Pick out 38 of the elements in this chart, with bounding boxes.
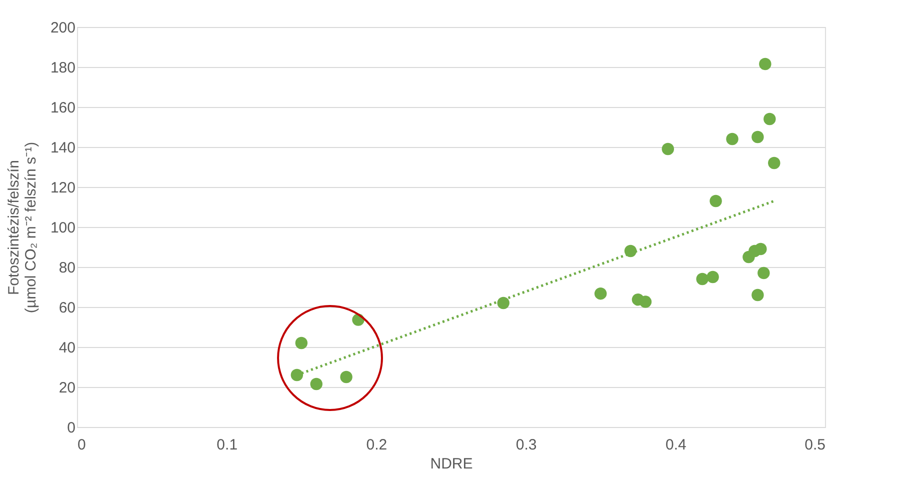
point	[706, 270, 719, 284]
y-tick-label: 140	[50, 140, 76, 156]
point	[758, 266, 770, 280]
x-tick-label: 0	[78, 436, 86, 454]
y-tick-label: 60	[58, 300, 76, 316]
x-tick-label: 0.1	[216, 436, 238, 454]
y-tick-label: 0	[67, 420, 76, 436]
y-tick-label: 120	[50, 180, 76, 196]
y-axis-title: Fotoszintézis/felszín (µmol CO₂ m⁻² felszín s⁻¹)	[5, 142, 40, 314]
point	[594, 287, 607, 300]
y-tick-label: 20	[58, 380, 76, 396]
point	[764, 112, 776, 126]
x-tick-label: 0.2	[366, 436, 388, 454]
point	[726, 132, 738, 146]
point	[295, 336, 308, 350]
point	[696, 272, 708, 286]
x-tick-label: 0.4	[665, 436, 686, 454]
point	[662, 142, 674, 156]
point	[754, 242, 767, 256]
y-tick-label: 80	[58, 260, 76, 276]
x-tick-label: 0.3	[516, 436, 537, 454]
point	[752, 130, 764, 144]
x-tick-label: 0.5	[804, 436, 826, 454]
y-tick-label: 100	[50, 220, 76, 236]
y-tick-label: 40	[58, 340, 76, 356]
y-tick-label: 180	[50, 60, 76, 76]
point	[497, 296, 510, 310]
y-tick-label: 160	[50, 100, 76, 116]
point	[310, 378, 322, 390]
point	[340, 370, 352, 384]
point	[768, 156, 780, 170]
point	[710, 194, 722, 208]
point	[290, 368, 304, 382]
point	[759, 58, 772, 70]
point	[752, 288, 764, 302]
y-tick-label: 200	[50, 20, 76, 36]
point	[639, 296, 652, 308]
x-axis-title: NDRE	[430, 456, 473, 472]
